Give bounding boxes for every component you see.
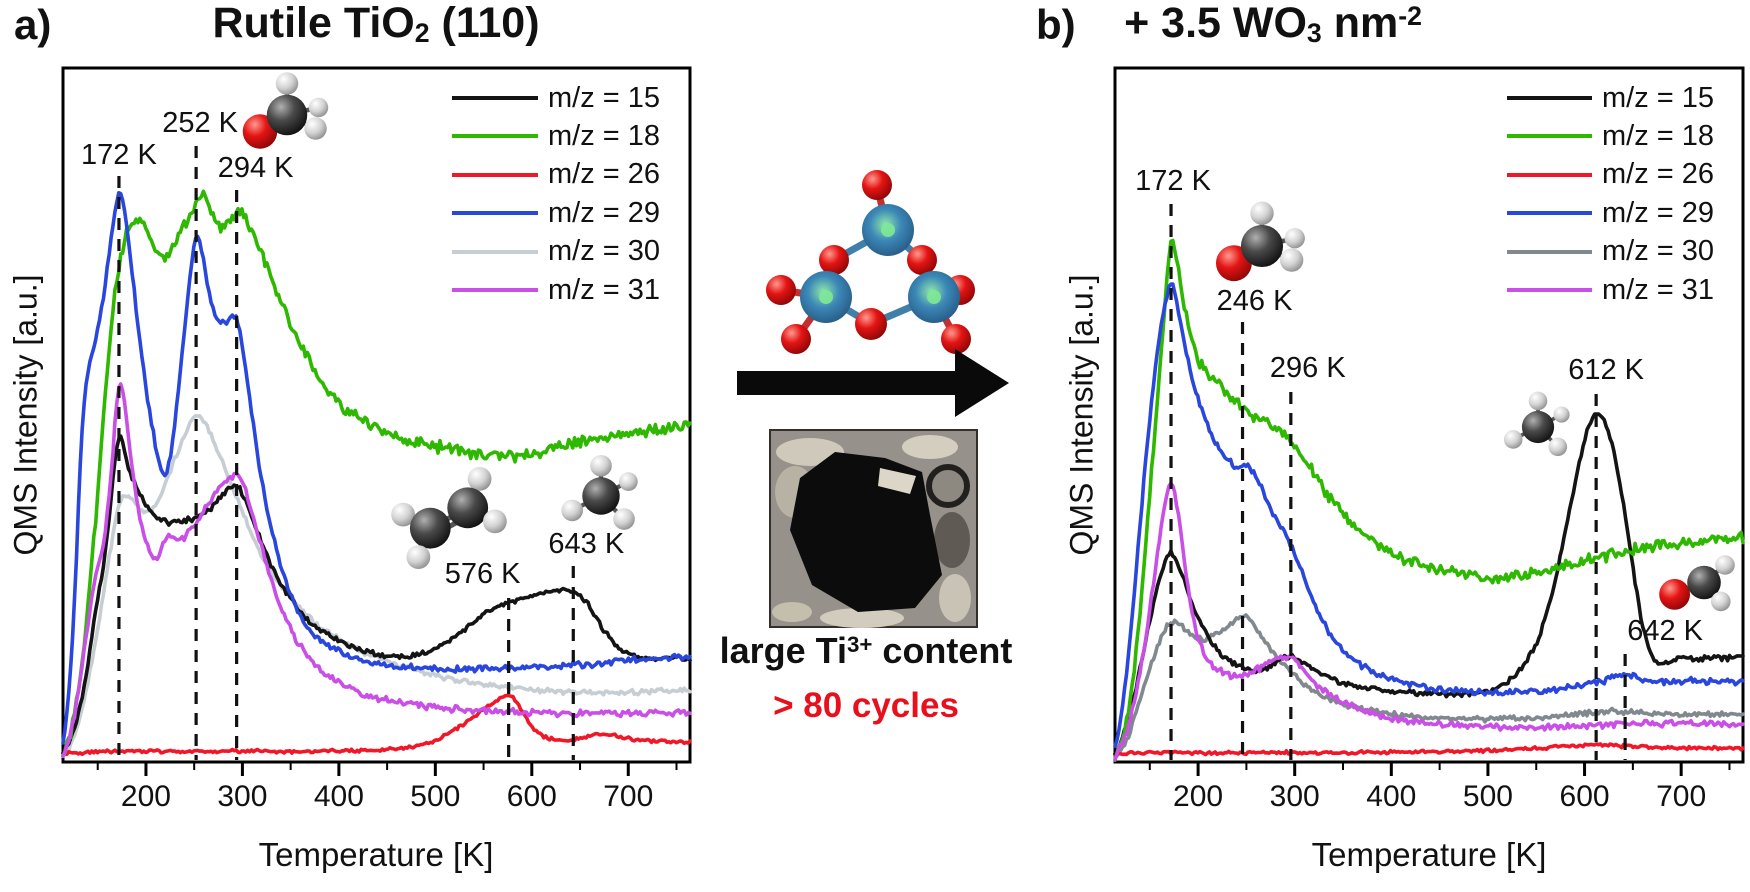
- panel-a-x-axis-label: Temperature [K]: [258, 836, 494, 873]
- panel-b-x-axis-label: Temperature [K]: [1311, 836, 1547, 873]
- series-curve-18-a: [61, 189, 692, 758]
- cycles-caption: > 80 cycles: [773, 686, 959, 725]
- panel-b-corner-label: b): [1036, 1, 1076, 48]
- series-curve-31-a: [61, 382, 692, 758]
- series-curve-15-b: [1113, 412, 1745, 756]
- sample-crystal-photo: [769, 429, 978, 628]
- series-curve-26-b: [1113, 742, 1745, 757]
- methanol-molecule-icon: [1215, 201, 1305, 282]
- ti3-content-caption: large Ti3+ content: [719, 630, 1013, 671]
- series-curve-31-b: [1113, 481, 1745, 762]
- series-curve-30-b: [1113, 613, 1745, 758]
- series-curve-29-a: [61, 191, 692, 745]
- series-curve-26-a: [61, 693, 692, 757]
- wo3-trimer-molecule-icon: [766, 170, 975, 354]
- series-curve-18-b: [1113, 238, 1745, 762]
- ethylene-molecule-icon: [391, 467, 507, 569]
- methanol-molecule-icon: [242, 72, 329, 149]
- series-curve-29-b: [1113, 282, 1745, 749]
- panel-a-y-axis-label: QMS Intensity [a.u.]: [7, 274, 44, 556]
- panel-a-title: Rutile TiO2 (110): [212, 0, 540, 48]
- methane-molecule-icon: [1503, 391, 1570, 457]
- formaldehyde-molecule-icon: [1659, 555, 1735, 612]
- right-arrow-icon: [737, 349, 1009, 417]
- series-curve-15-a: [61, 434, 692, 756]
- panel-b-y-axis-label: QMS Intensity [a.u.]: [1063, 274, 1100, 556]
- panel-b-title: + 3.5 WO3 nm-2: [1124, 0, 1422, 48]
- panel-a-corner-label: a): [14, 1, 52, 48]
- panel-b-plot-layer: [1113, 66, 1745, 776]
- panel-a-plot-layer: [61, 66, 692, 776]
- methane-molecule-icon: [561, 454, 638, 530]
